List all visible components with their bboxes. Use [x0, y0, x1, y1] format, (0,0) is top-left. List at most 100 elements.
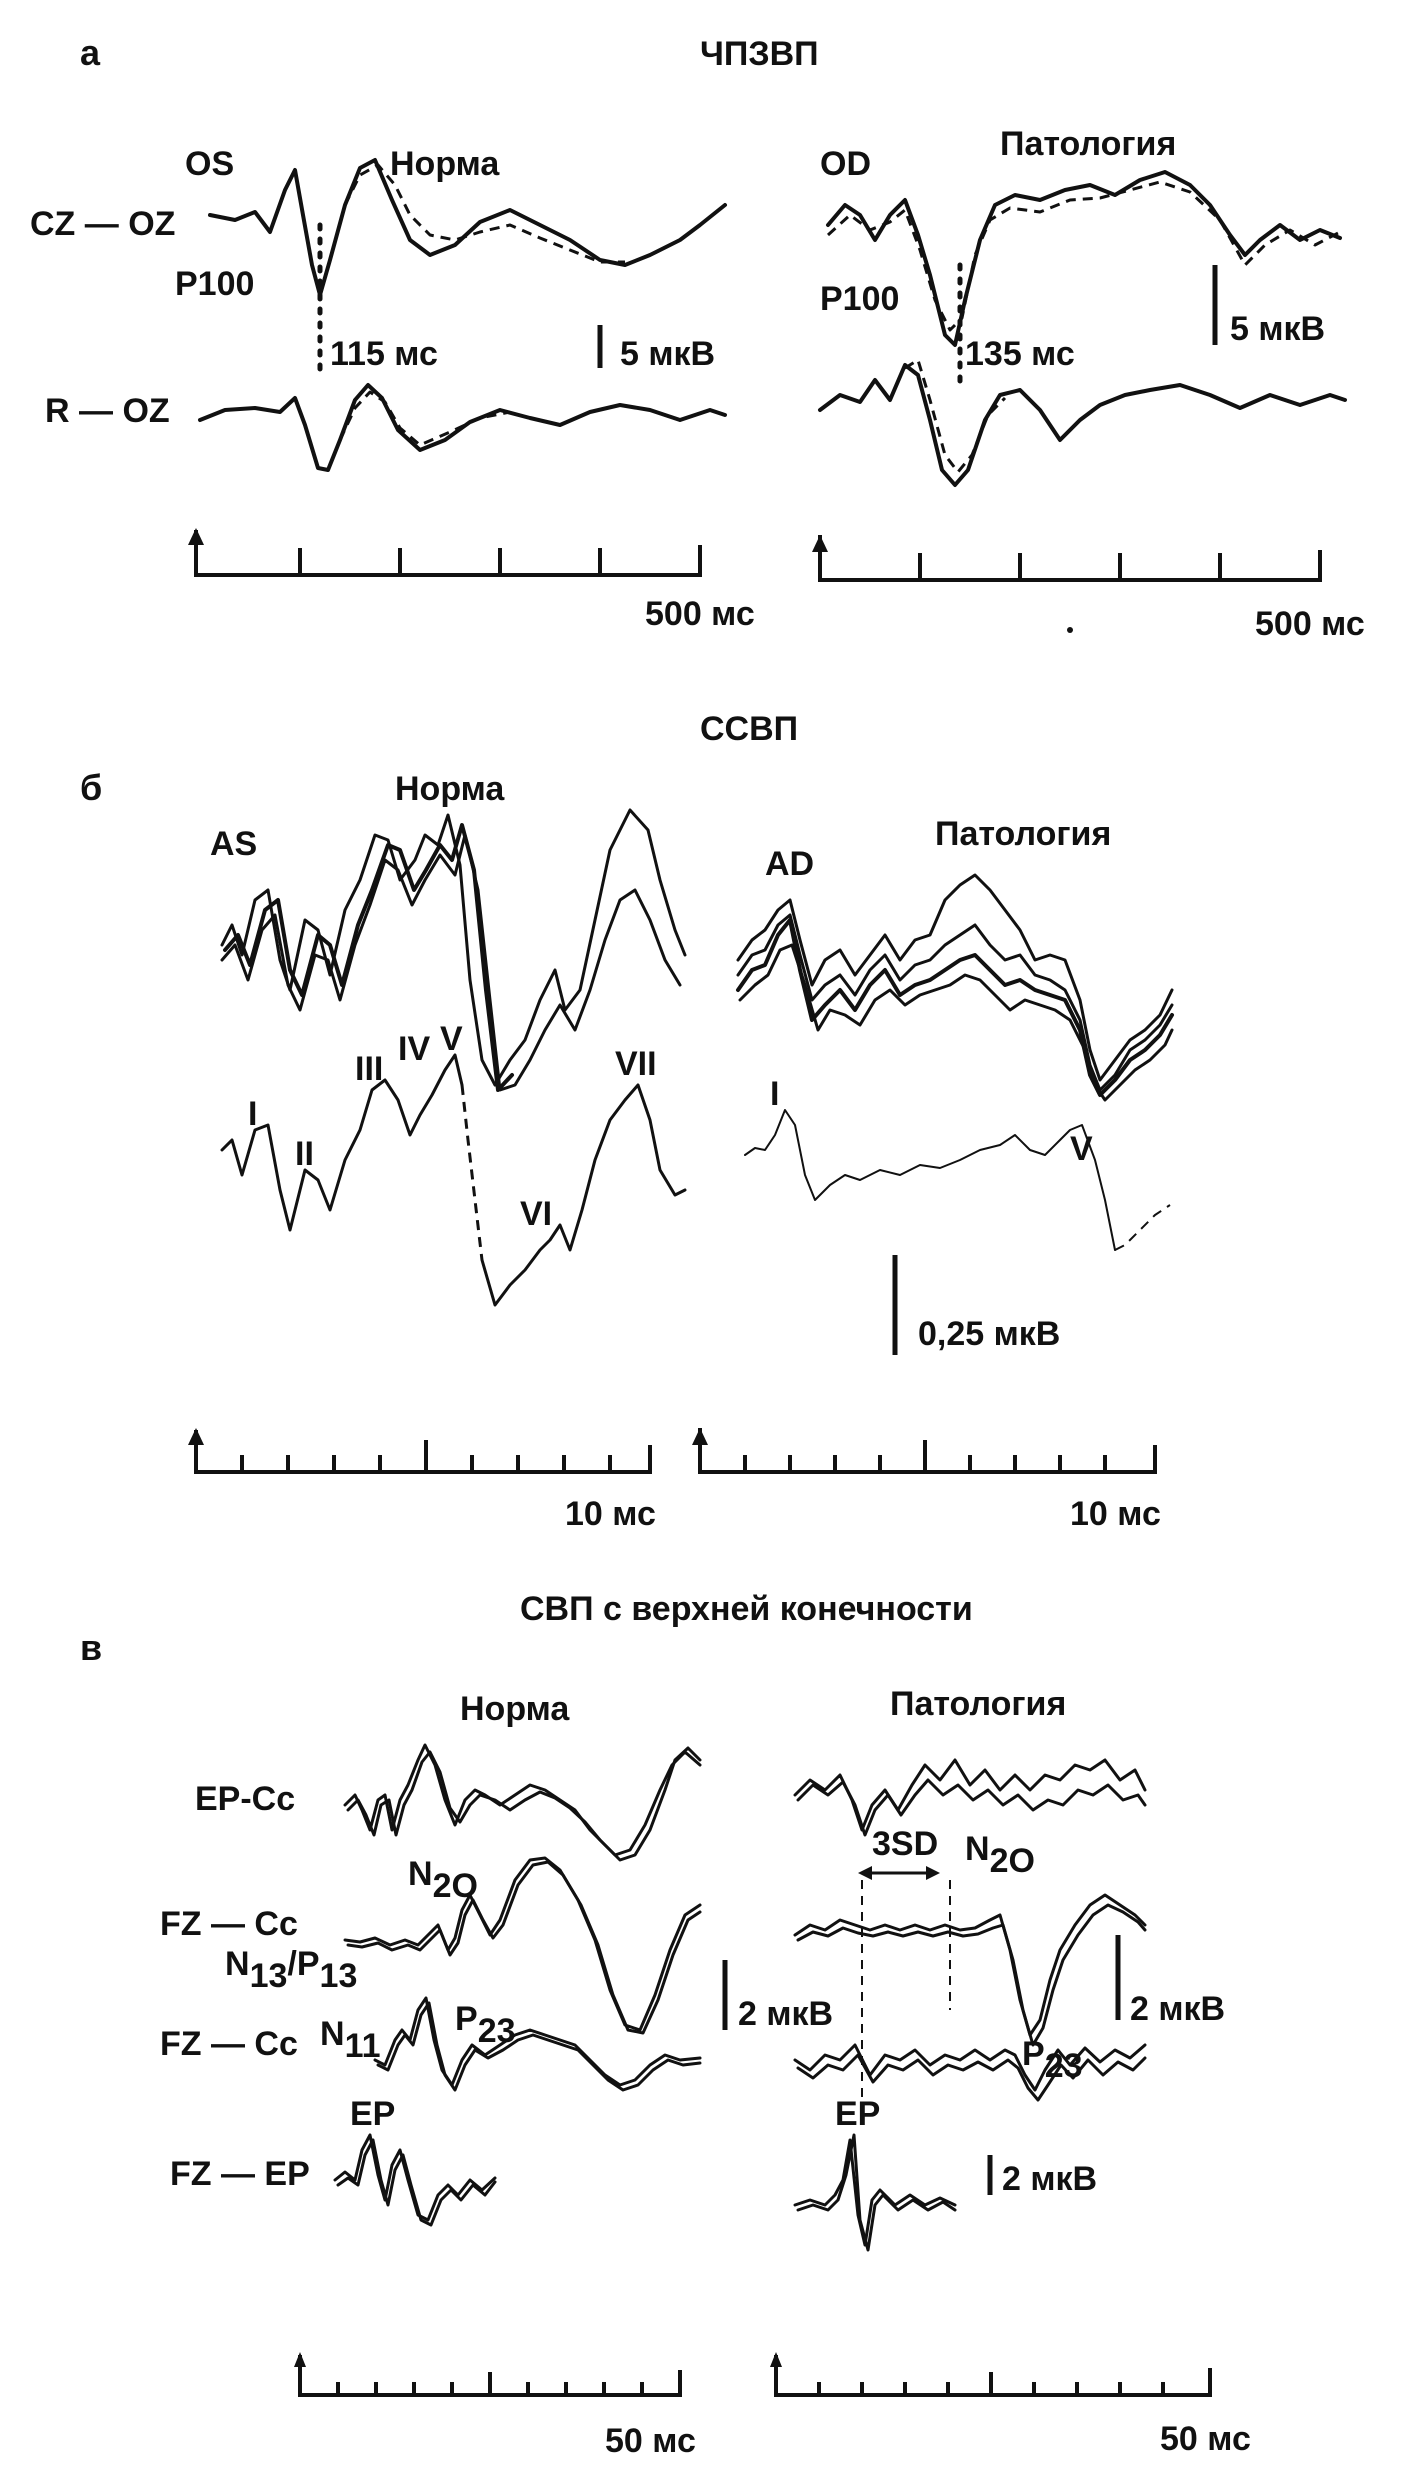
- latency-115: 115 мс: [330, 335, 438, 373]
- label-patologiya-b: Патология: [935, 815, 1111, 853]
- axis-arrow-c-right: [770, 2352, 782, 2367]
- time-axis-b-right: [698, 1428, 1157, 1474]
- axis-arrow-b-right: [692, 1428, 708, 1445]
- scale-025uv: 0,25 мкВ: [918, 1315, 1060, 1353]
- scale-2uv-left: 2 мкВ: [738, 1995, 833, 2033]
- panel-a: а ЧПЗВП OS Норма CZ — OZ P100 115 мс 5 м…: [30, 32, 1365, 643]
- label-n20-right: N2O: [965, 1830, 1035, 1880]
- trace-ad-4: [738, 943, 1174, 1102]
- trace-r-oz-left: [198, 383, 727, 472]
- n20-right-sub: 2O: [990, 1842, 1035, 1880]
- trace-fz-ep-right-2: [796, 2133, 957, 2252]
- p13-sub: 13: [320, 1957, 358, 1995]
- trace-ad-bottom-dash: [1114, 1204, 1171, 1251]
- stray-dot: [1067, 627, 1073, 633]
- axis-arrow-a-left: [188, 528, 204, 545]
- n11-sub: 11: [345, 2027, 381, 2065]
- time-axis-a-right: [818, 535, 1322, 582]
- trace-ep-cc-left-2: [346, 1750, 702, 1857]
- trace-cz-oz-left-dash: [343, 163, 625, 264]
- channel-fz-ep: FZ — EP: [170, 2155, 310, 2193]
- time-10-right: 10 мс: [1070, 1495, 1161, 1533]
- latency-135: 135 мс: [965, 335, 1075, 373]
- p23-left-sub: 23: [478, 2012, 516, 2050]
- panel-b: ССВП б AS Норма I II III IV V VI VII 10 …: [80, 710, 1174, 1533]
- channel-fz-cc-1: FZ — Cc: [160, 1905, 298, 1943]
- panel-c-title: СВП с верхней конечности: [520, 1590, 973, 1628]
- channel-r-oz: R — OZ: [45, 392, 170, 430]
- panel-a-letter: а: [80, 32, 101, 73]
- trace-as-bottom-2: [480, 1083, 687, 1307]
- trace-fz-cc-2-right: [793, 2043, 1147, 2092]
- label-n20-left: N2O: [408, 1855, 478, 1905]
- trace-r-oz-left-dash: [338, 390, 511, 447]
- time-50-left: 50 мс: [605, 2422, 696, 2460]
- label-ep-right: EP: [835, 2095, 880, 2133]
- scale-2uv-right-1: 2 мкВ: [1130, 1990, 1225, 2028]
- wave-iv: IV: [398, 1030, 430, 1068]
- wave-vii: VII: [615, 1045, 657, 1083]
- wave-v-path: V: [1070, 1130, 1093, 1168]
- wave-v: V: [440, 1020, 463, 1058]
- wave-ii: II: [295, 1135, 314, 1173]
- label-norma-a: Норма: [390, 145, 500, 183]
- label-p23-right: P23: [1022, 2035, 1083, 2085]
- label-norma-b: Норма: [395, 770, 505, 808]
- trace-fz-cc-1-left-2: [346, 1860, 702, 2035]
- scale-5uv-right: 5 мкВ: [1230, 310, 1325, 348]
- peak-p100-left: P100: [175, 265, 254, 303]
- p13-base: P: [297, 1945, 320, 1983]
- sd-arrow-left: [858, 1866, 872, 1880]
- label-n13-p13: N13/P13: [225, 1945, 357, 1995]
- trace-ep-cc-right-2: [796, 1778, 1147, 1837]
- label-3sd: 3SD: [872, 1825, 938, 1863]
- label-ep-left: EP: [350, 2095, 395, 2133]
- wave-i: I: [248, 1095, 257, 1133]
- n20-right-base: N: [965, 1830, 990, 1868]
- trace-fz-cc-2-left-2: [376, 2001, 702, 2092]
- trace-fz-cc-2-right-2: [796, 2053, 1147, 2102]
- label-patologiya-c: Патология: [890, 1685, 1066, 1723]
- n11-base: N: [320, 2015, 345, 2053]
- trace-fz-cc-1-left: [343, 1856, 702, 2032]
- trace-r-oz-right-dash: [904, 358, 1007, 474]
- trace-ad-bottom: [744, 1109, 1116, 1251]
- trace-as-2: [220, 833, 682, 1092]
- time-500-right: 500 мс: [1255, 605, 1365, 643]
- channel-ep-cc: EP-Cc: [195, 1780, 295, 1818]
- trace-r-oz-right: [818, 363, 1347, 487]
- trace-as-bottom: [220, 1053, 464, 1232]
- axis-arrow-a-right: [812, 535, 828, 552]
- time-axis-b-left: [194, 1430, 652, 1474]
- trace-fz-ep-left: [333, 2133, 497, 2222]
- scale-5uv-left: 5 мкВ: [620, 335, 715, 373]
- n13-slash: /: [287, 1945, 297, 1983]
- n13-sub: 13: [250, 1957, 288, 1995]
- label-ad: AD: [765, 845, 814, 883]
- panel-b-title: ССВП: [700, 710, 798, 748]
- n13-base: N: [225, 1945, 250, 1983]
- trace-as-bottom-dash: [460, 1084, 484, 1261]
- trace-fz-cc-1-right-2: [796, 1903, 1147, 2047]
- trace-ad-2: [736, 913, 1174, 1092]
- p23-left-base: P: [455, 2000, 478, 2038]
- time-axis-a-left: [194, 530, 702, 577]
- label-patologiya-a: Патология: [1000, 125, 1176, 163]
- label-os: OS: [185, 145, 234, 183]
- trace-fz-ep-left-2: [336, 2138, 497, 2227]
- wave-vi: VI: [520, 1195, 552, 1233]
- panel-c-letter: в: [80, 1627, 102, 1668]
- trace-as-3: [223, 823, 514, 1092]
- time-10-left: 10 мс: [565, 1495, 656, 1533]
- trace-fz-cc-1-right: [793, 1893, 1147, 2037]
- trace-cz-oz-right: [826, 170, 1342, 347]
- label-norma-c: Норма: [460, 1690, 570, 1728]
- label-n11: N11: [320, 2015, 381, 2065]
- peak-p100-right: P100: [820, 280, 899, 318]
- time-50-right: 50 мс: [1160, 2420, 1251, 2458]
- panel-a-title: ЧПЗВП: [700, 35, 819, 73]
- label-p23-left: P23: [455, 2000, 516, 2050]
- label-od: OD: [820, 145, 871, 183]
- axis-arrow-b-left: [188, 1428, 204, 1445]
